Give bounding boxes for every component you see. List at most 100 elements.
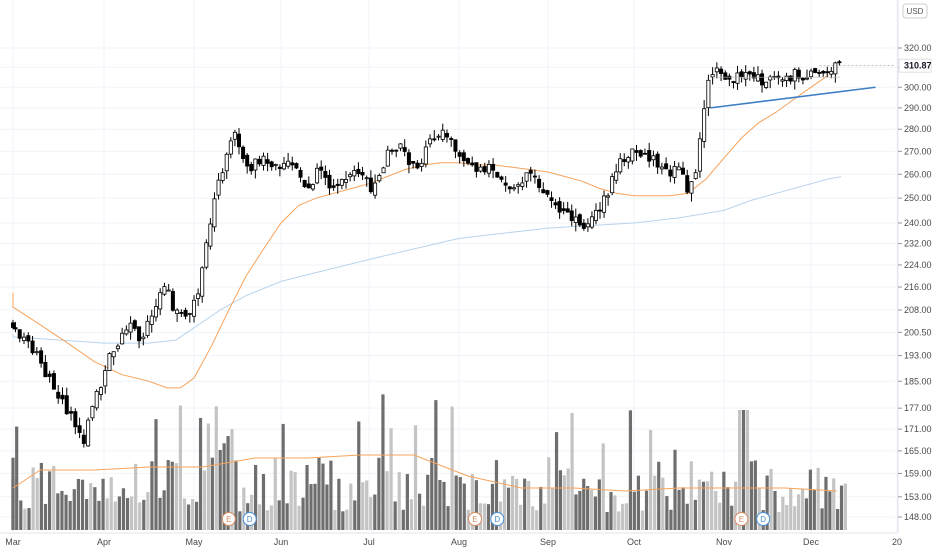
candle[interactable]	[241, 146, 246, 159]
candle[interactable]	[323, 171, 328, 178]
candle[interactable]	[26, 335, 31, 342]
candle[interactable]	[368, 177, 373, 193]
candle[interactable]	[402, 147, 407, 152]
candle[interactable]	[829, 71, 834, 75]
candle[interactable]	[743, 72, 748, 80]
candle[interactable]	[335, 183, 340, 186]
candle[interactable]	[315, 167, 320, 184]
candle[interactable]	[825, 71, 830, 74]
candle[interactable]	[516, 184, 521, 187]
candle[interactable]	[723, 72, 728, 80]
candle[interactable]	[792, 69, 797, 82]
candle[interactable]	[47, 373, 52, 377]
candle[interactable]	[153, 306, 158, 318]
candle[interactable]	[306, 183, 311, 189]
candle[interactable]	[86, 419, 91, 447]
candle[interactable]	[245, 154, 250, 167]
candle[interactable]	[415, 162, 420, 169]
candle[interactable]	[577, 214, 582, 226]
earnings-marker[interactable]	[468, 512, 483, 526]
candle[interactable]	[170, 291, 175, 311]
candle[interactable]	[149, 315, 154, 325]
candle[interactable]	[204, 242, 209, 268]
candle[interactable]	[541, 189, 546, 194]
candle[interactable]	[805, 77, 810, 80]
candle[interactable]	[507, 186, 512, 190]
candle[interactable]	[298, 169, 303, 178]
candle[interactable]	[796, 69, 801, 79]
candle[interactable]	[466, 158, 471, 164]
dividend-marker[interactable]	[490, 512, 505, 526]
candle[interactable]	[573, 216, 578, 223]
candle[interactable]	[17, 329, 22, 339]
candle[interactable]	[689, 181, 694, 194]
candle[interactable]	[192, 299, 197, 317]
candle[interactable]	[115, 345, 120, 350]
candle[interactable]	[269, 161, 274, 168]
candle[interactable]	[30, 340, 35, 354]
candle[interactable]	[610, 176, 615, 194]
candle[interactable]	[327, 174, 332, 189]
candle[interactable]	[681, 167, 686, 175]
candle[interactable]	[664, 163, 669, 170]
candle[interactable]	[561, 208, 566, 211]
candle[interactable]	[598, 209, 603, 212]
candle[interactable]	[739, 71, 744, 78]
candle[interactable]	[286, 160, 291, 167]
candle[interactable]	[236, 133, 241, 148]
candle[interactable]	[13, 327, 18, 330]
currency-badge[interactable]	[902, 3, 928, 19]
candle[interactable]	[821, 70, 826, 74]
candle[interactable]	[145, 320, 150, 336]
candle[interactable]	[228, 140, 233, 155]
candle[interactable]	[751, 72, 756, 79]
candle[interactable]	[706, 79, 711, 109]
candle[interactable]	[585, 223, 590, 228]
earnings-marker[interactable]	[221, 512, 236, 526]
candle[interactable]	[495, 171, 500, 178]
candle[interactable]	[331, 185, 336, 188]
candle[interactable]	[265, 159, 270, 164]
candle[interactable]	[659, 166, 664, 170]
candle[interactable]	[602, 195, 607, 213]
candle[interactable]	[423, 146, 428, 165]
price-axis-panel[interactable]	[898, 0, 932, 550]
candle[interactable]	[111, 351, 116, 358]
candle[interactable]	[618, 158, 623, 173]
candle[interactable]	[132, 320, 137, 329]
candle[interactable]	[545, 190, 550, 195]
candle[interactable]	[512, 187, 517, 190]
candle[interactable]	[158, 292, 163, 310]
candle[interactable]	[120, 332, 125, 345]
candle[interactable]	[224, 153, 229, 172]
candle[interactable]	[622, 159, 627, 162]
candle[interactable]	[440, 129, 445, 140]
candle[interactable]	[10, 322, 15, 328]
candle[interactable]	[73, 411, 78, 428]
candle[interactable]	[22, 336, 27, 341]
dividend-marker[interactable]	[756, 512, 771, 526]
candle[interactable]	[719, 68, 724, 74]
candle[interactable]	[813, 68, 818, 73]
candle[interactable]	[137, 326, 142, 342]
candle[interactable]	[51, 373, 56, 390]
candle[interactable]	[43, 362, 48, 378]
candle[interactable]	[281, 162, 286, 170]
candle[interactable]	[647, 149, 652, 162]
candle[interactable]	[702, 108, 707, 142]
candle[interactable]	[216, 179, 221, 196]
candle[interactable]	[634, 150, 639, 153]
candle[interactable]	[482, 166, 487, 173]
candle[interactable]	[788, 75, 793, 82]
candle[interactable]	[755, 74, 760, 82]
candle[interactable]	[398, 143, 403, 149]
candle[interactable]	[411, 160, 416, 164]
candle[interactable]	[319, 166, 324, 171]
candle[interactable]	[166, 289, 171, 292]
candle[interactable]	[39, 350, 44, 364]
candle[interactable]	[565, 208, 570, 213]
candle[interactable]	[537, 178, 542, 188]
earnings-marker[interactable]	[734, 512, 749, 526]
candle[interactable]	[784, 75, 789, 81]
